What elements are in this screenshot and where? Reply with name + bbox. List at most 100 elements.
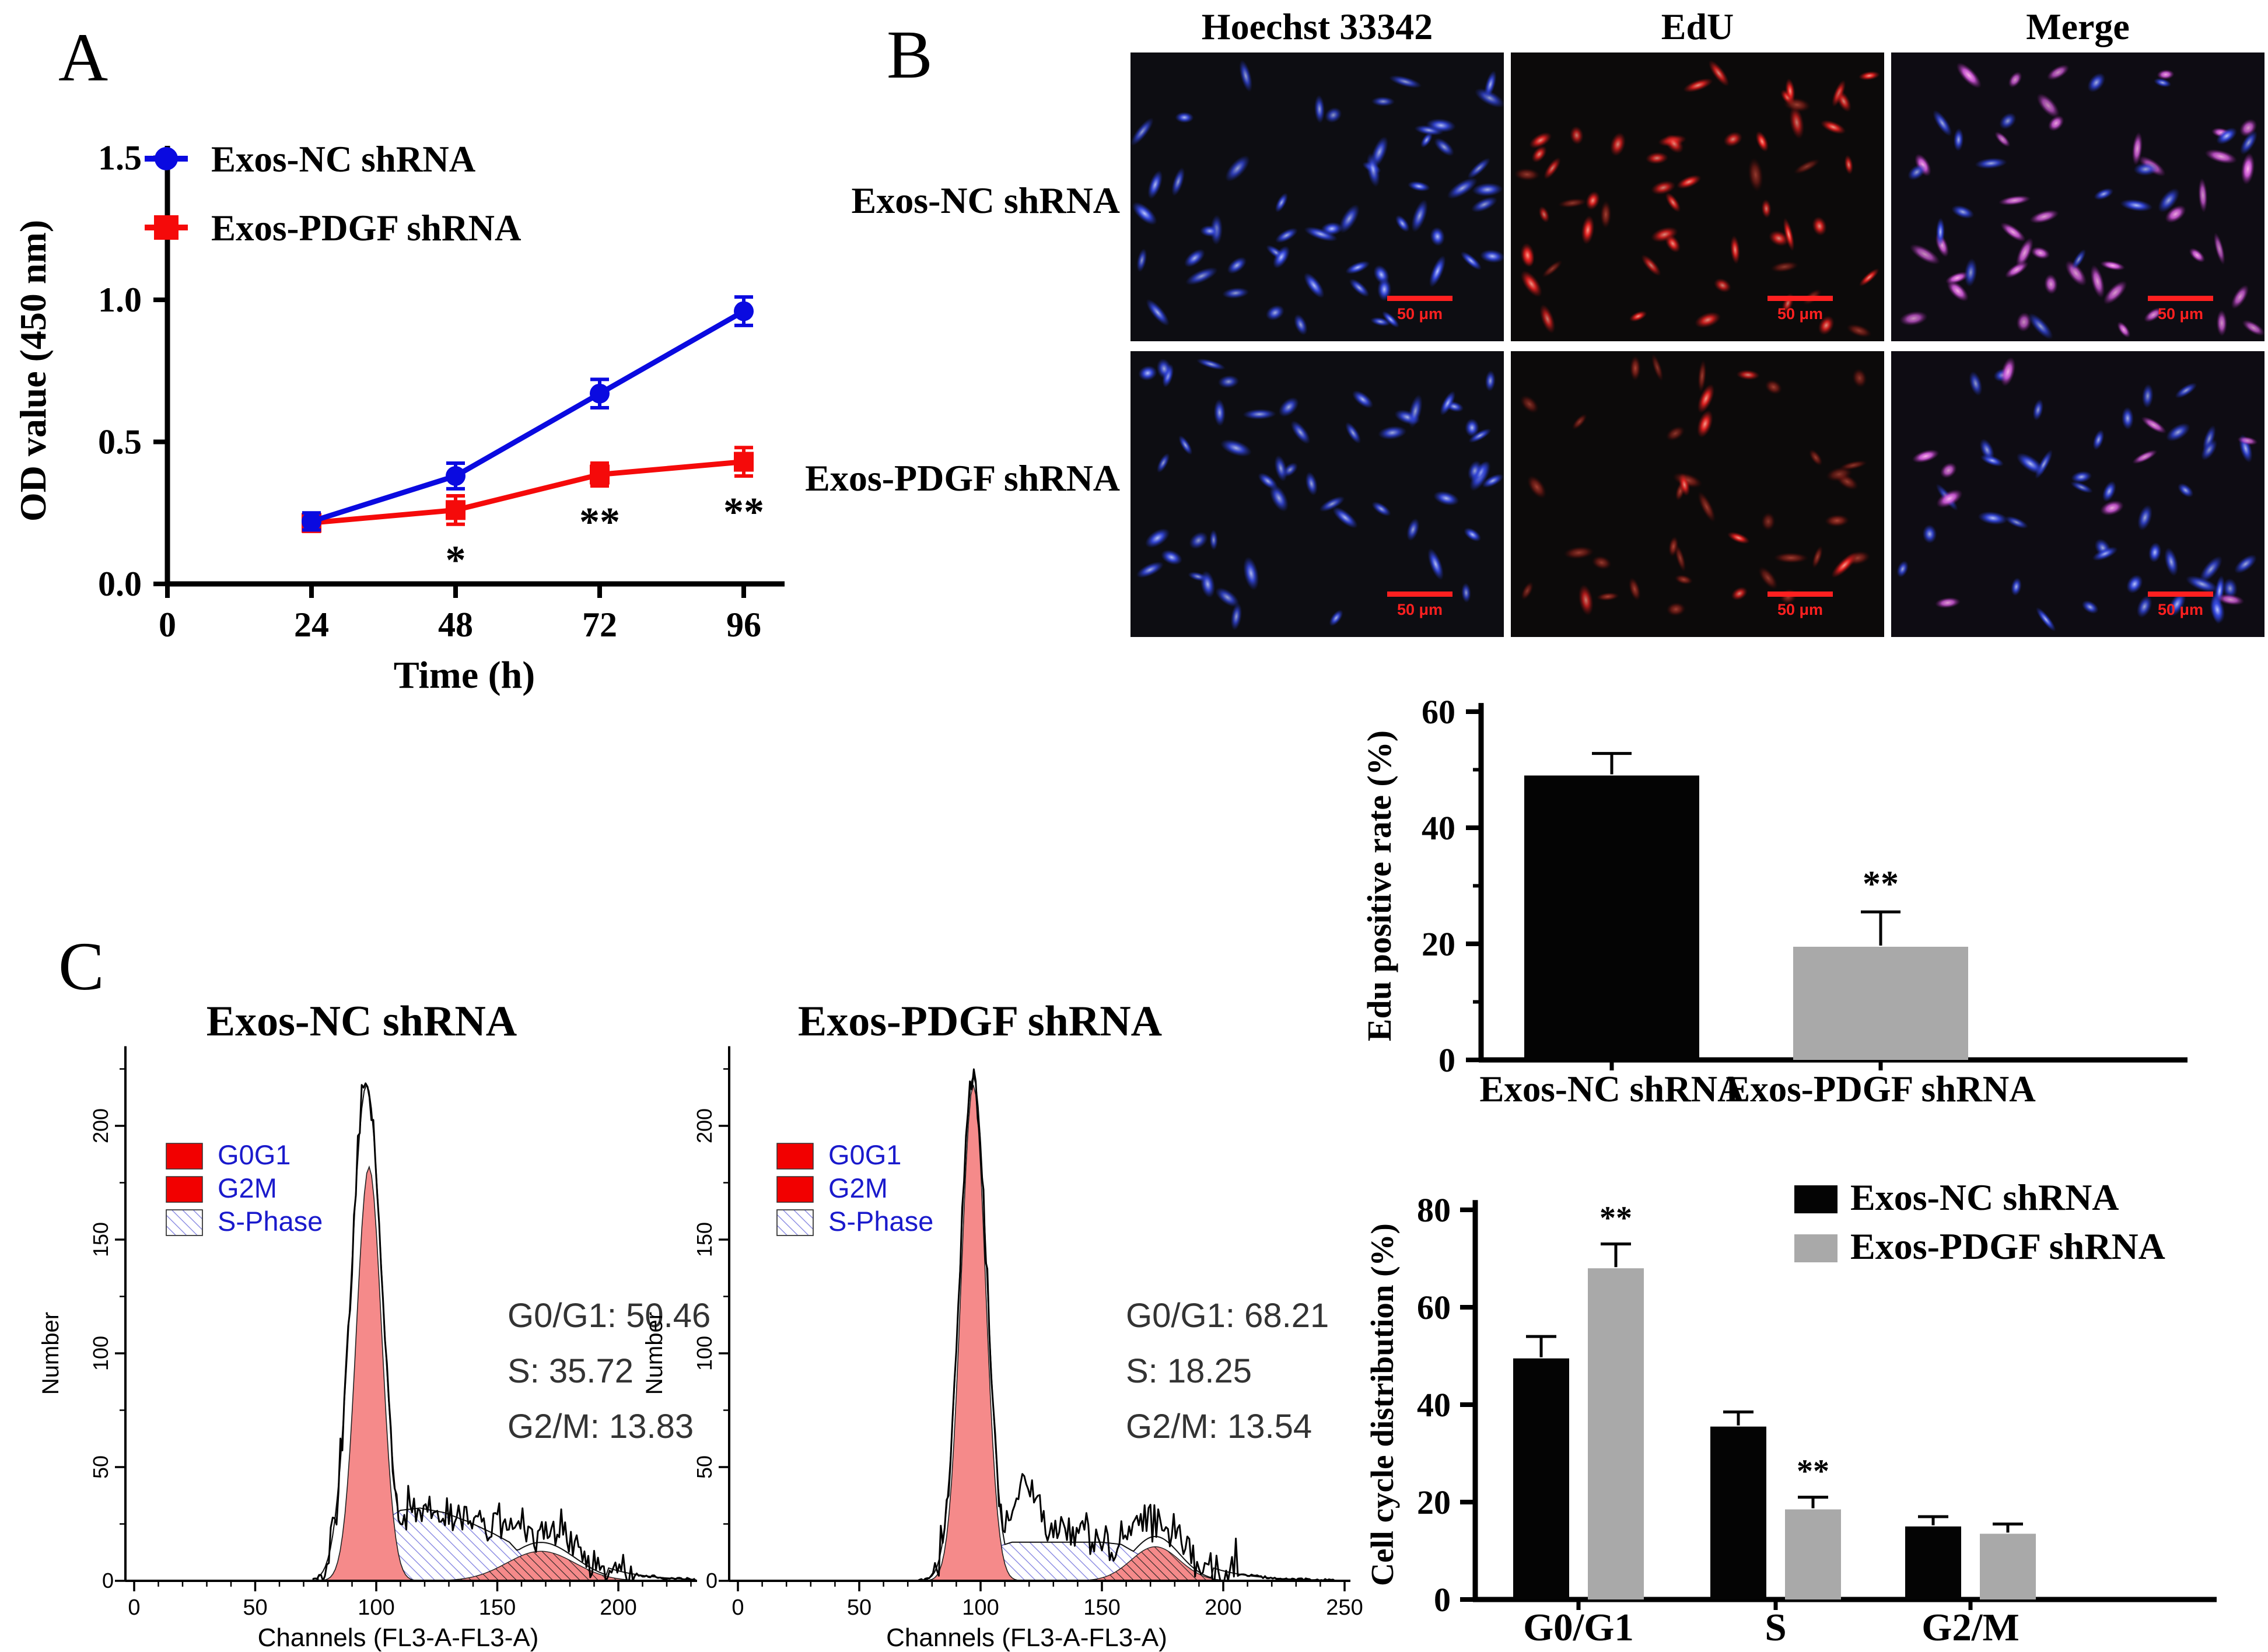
cell-blue	[1239, 60, 1252, 92]
cell-blue	[1147, 170, 1163, 200]
cell-blue	[1999, 113, 2017, 130]
cell-blue	[1467, 158, 1490, 179]
cycle-bar-chart-svg: 0 20 40 60 80 Cell cycle distribution (%) ** G0…	[1364, 1177, 2217, 1649]
cell-blue	[1406, 518, 1420, 541]
cell-blue	[1185, 267, 1218, 285]
cell-blue	[1136, 248, 1147, 272]
cell-blue	[2120, 199, 2153, 212]
cell-magenta	[1998, 195, 2031, 206]
cell-magenta	[2242, 320, 2264, 336]
y-axis-title: Number	[642, 1312, 667, 1395]
y-tick-label: 20	[1422, 925, 1455, 963]
cell-magenta	[2117, 321, 2131, 338]
cell-blue	[1933, 110, 1952, 136]
y-tick-label: 20	[1417, 1483, 1451, 1521]
y-tick-label: 100	[89, 1336, 113, 1371]
cell-magenta	[2231, 284, 2249, 309]
cell-red	[1586, 191, 1600, 211]
legend-swatch-G2M	[166, 1176, 203, 1203]
y-tick-label: 60	[1422, 693, 1455, 731]
cell-dimred	[1521, 581, 1534, 600]
cell-magenta	[2237, 436, 2258, 446]
marker-circle	[446, 466, 466, 486]
bar-S	[1785, 1509, 1841, 1600]
cell-blue	[1305, 471, 1318, 496]
cell-magenta	[1934, 597, 1961, 608]
marker-circle	[734, 301, 754, 321]
cell-red	[1695, 312, 1721, 328]
cell-blue	[2222, 578, 2238, 599]
cell-blue	[1265, 304, 1284, 321]
cell-blue	[2092, 547, 2118, 561]
cell-red	[1713, 278, 1731, 293]
y-tick-label: 40	[1417, 1386, 1451, 1424]
cell-blue	[2201, 439, 2218, 461]
cell-magenta	[2000, 356, 2016, 387]
cell-red	[1768, 230, 1790, 247]
row-label-exos-nc: Exos-NC shRNA	[851, 180, 1121, 221]
x-tick-label: 50	[847, 1595, 872, 1620]
cell-red	[1641, 254, 1661, 276]
legend-label: S-Phase	[218, 1206, 323, 1237]
y-tick-label: 40	[1422, 809, 1455, 847]
cell-magenta	[2031, 246, 2050, 260]
cell-blue	[1345, 422, 1362, 444]
cell-blue	[1220, 439, 1252, 457]
legend-swatch	[1794, 1185, 1838, 1213]
y-tick-label: 0	[1434, 1581, 1451, 1619]
cell-blue	[1156, 453, 1170, 473]
cell-magenta	[2204, 149, 2238, 164]
cell-blue	[2141, 384, 2154, 408]
cell-blue	[1468, 428, 1492, 443]
y-axis-title: Edu positive rate (%)	[1360, 730, 1398, 1041]
stat-G2/M: G2/M: 13.83	[508, 1408, 694, 1446]
cell-blue	[1145, 528, 1170, 548]
cell-blue	[1217, 375, 1240, 388]
cell-blue	[1427, 548, 1444, 580]
x-tick-label: 0	[159, 606, 176, 644]
cell-dimred	[1748, 158, 1763, 192]
marker-square	[446, 500, 466, 520]
y-tick-label: 150	[89, 1222, 113, 1257]
cell-blue	[2004, 516, 2029, 529]
legend-marker	[154, 215, 178, 240]
legend-label: G0G1	[218, 1139, 290, 1170]
cell-red	[1529, 132, 1552, 149]
cell-blue	[1196, 358, 1226, 370]
cell-blue	[1171, 167, 1185, 197]
cell-red	[1736, 369, 1760, 380]
cell-dimred	[1520, 395, 1539, 414]
cell-blue	[1242, 408, 1276, 420]
cell-red	[1544, 157, 1561, 180]
cell-dimred	[1591, 555, 1612, 570]
x-tick-label: 72	[582, 606, 617, 644]
cell-blue	[1352, 390, 1374, 409]
cell-blue	[1460, 251, 1482, 271]
legend-label: Exos-NC shRNA	[1850, 1177, 2119, 1218]
microscopy-tile-hoechst-row1: 50 μm	[1130, 351, 1504, 637]
raw-outline	[916, 1068, 1337, 1582]
cell-blue	[1964, 258, 1978, 287]
cell-blue	[2121, 407, 2134, 430]
cell-blue	[1222, 287, 1250, 299]
cell-blue	[2028, 313, 2053, 340]
cell-blue	[2210, 596, 2225, 624]
cell-magenta	[1994, 131, 2011, 148]
x-tick-label: 150	[1083, 1595, 1120, 1620]
panel-c-flow-plots: Exos-NC shRNA 0 50 100 150 200 Channels (FL3-A…	[0, 910, 1412, 1652]
cell-red	[1859, 268, 1880, 287]
cell-dimred	[1527, 475, 1547, 499]
column-header-edu: EdU	[1661, 6, 1734, 47]
cell-blue	[1908, 164, 1926, 180]
cell-blue	[1225, 155, 1250, 182]
y-tick-label: 80	[1417, 1191, 1451, 1229]
legend-swatch-S-Phase	[776, 1209, 814, 1236]
cell-red	[1629, 310, 1647, 322]
x-tick-label: 100	[962, 1595, 999, 1620]
cell-blue	[1433, 491, 1460, 506]
cell-magenta	[2016, 312, 2032, 332]
cell-red	[1818, 316, 1835, 335]
cell-red	[1570, 125, 1584, 145]
cell-blue	[2216, 127, 2238, 145]
